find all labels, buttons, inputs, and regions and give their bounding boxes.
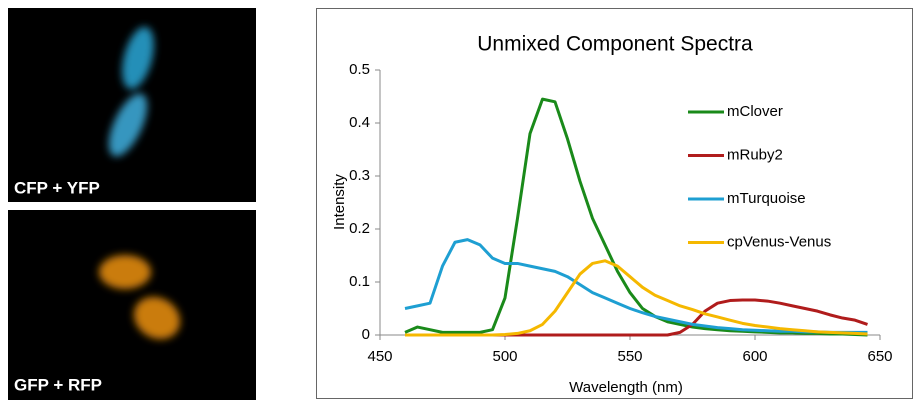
legend-label: mClover [727, 103, 783, 120]
legend-label: mRuby2 [727, 146, 783, 163]
y-tick-label: 0.3 [349, 167, 370, 184]
y-tick-label: 0.2 [349, 220, 370, 237]
series-line [405, 259, 868, 337]
panel-label: CFP + YFP [14, 178, 100, 197]
y-tick-label: 0.1 [349, 273, 370, 290]
image-cfp-yfp: CFP + YFP [8, 8, 256, 202]
x-tick-label: 450 [367, 348, 392, 365]
x-axis-label: Wavelength (nm) [569, 379, 683, 396]
series-line [404, 238, 868, 334]
chart-frame [316, 8, 913, 399]
x-tick-label: 650 [867, 348, 892, 365]
panel-label: GFP + RFP [14, 375, 102, 394]
y-tick-label: 0.4 [349, 114, 370, 131]
image-gfp-rfp: GFP + RFP [8, 210, 256, 400]
series-line [404, 97, 868, 337]
y-tick-label: 0.5 [349, 61, 370, 78]
y-axis-label: Intensity [331, 174, 348, 230]
legend-label: cpVenus-Venus [727, 233, 831, 250]
y-tick-label: 0 [362, 326, 370, 343]
x-tick-label: 500 [492, 348, 517, 365]
x-tick-label: 550 [617, 348, 642, 365]
chart-title: Unmixed Component Spectra [477, 33, 753, 56]
x-tick-label: 600 [742, 348, 767, 365]
legend-label: mTurquoise [727, 190, 806, 207]
